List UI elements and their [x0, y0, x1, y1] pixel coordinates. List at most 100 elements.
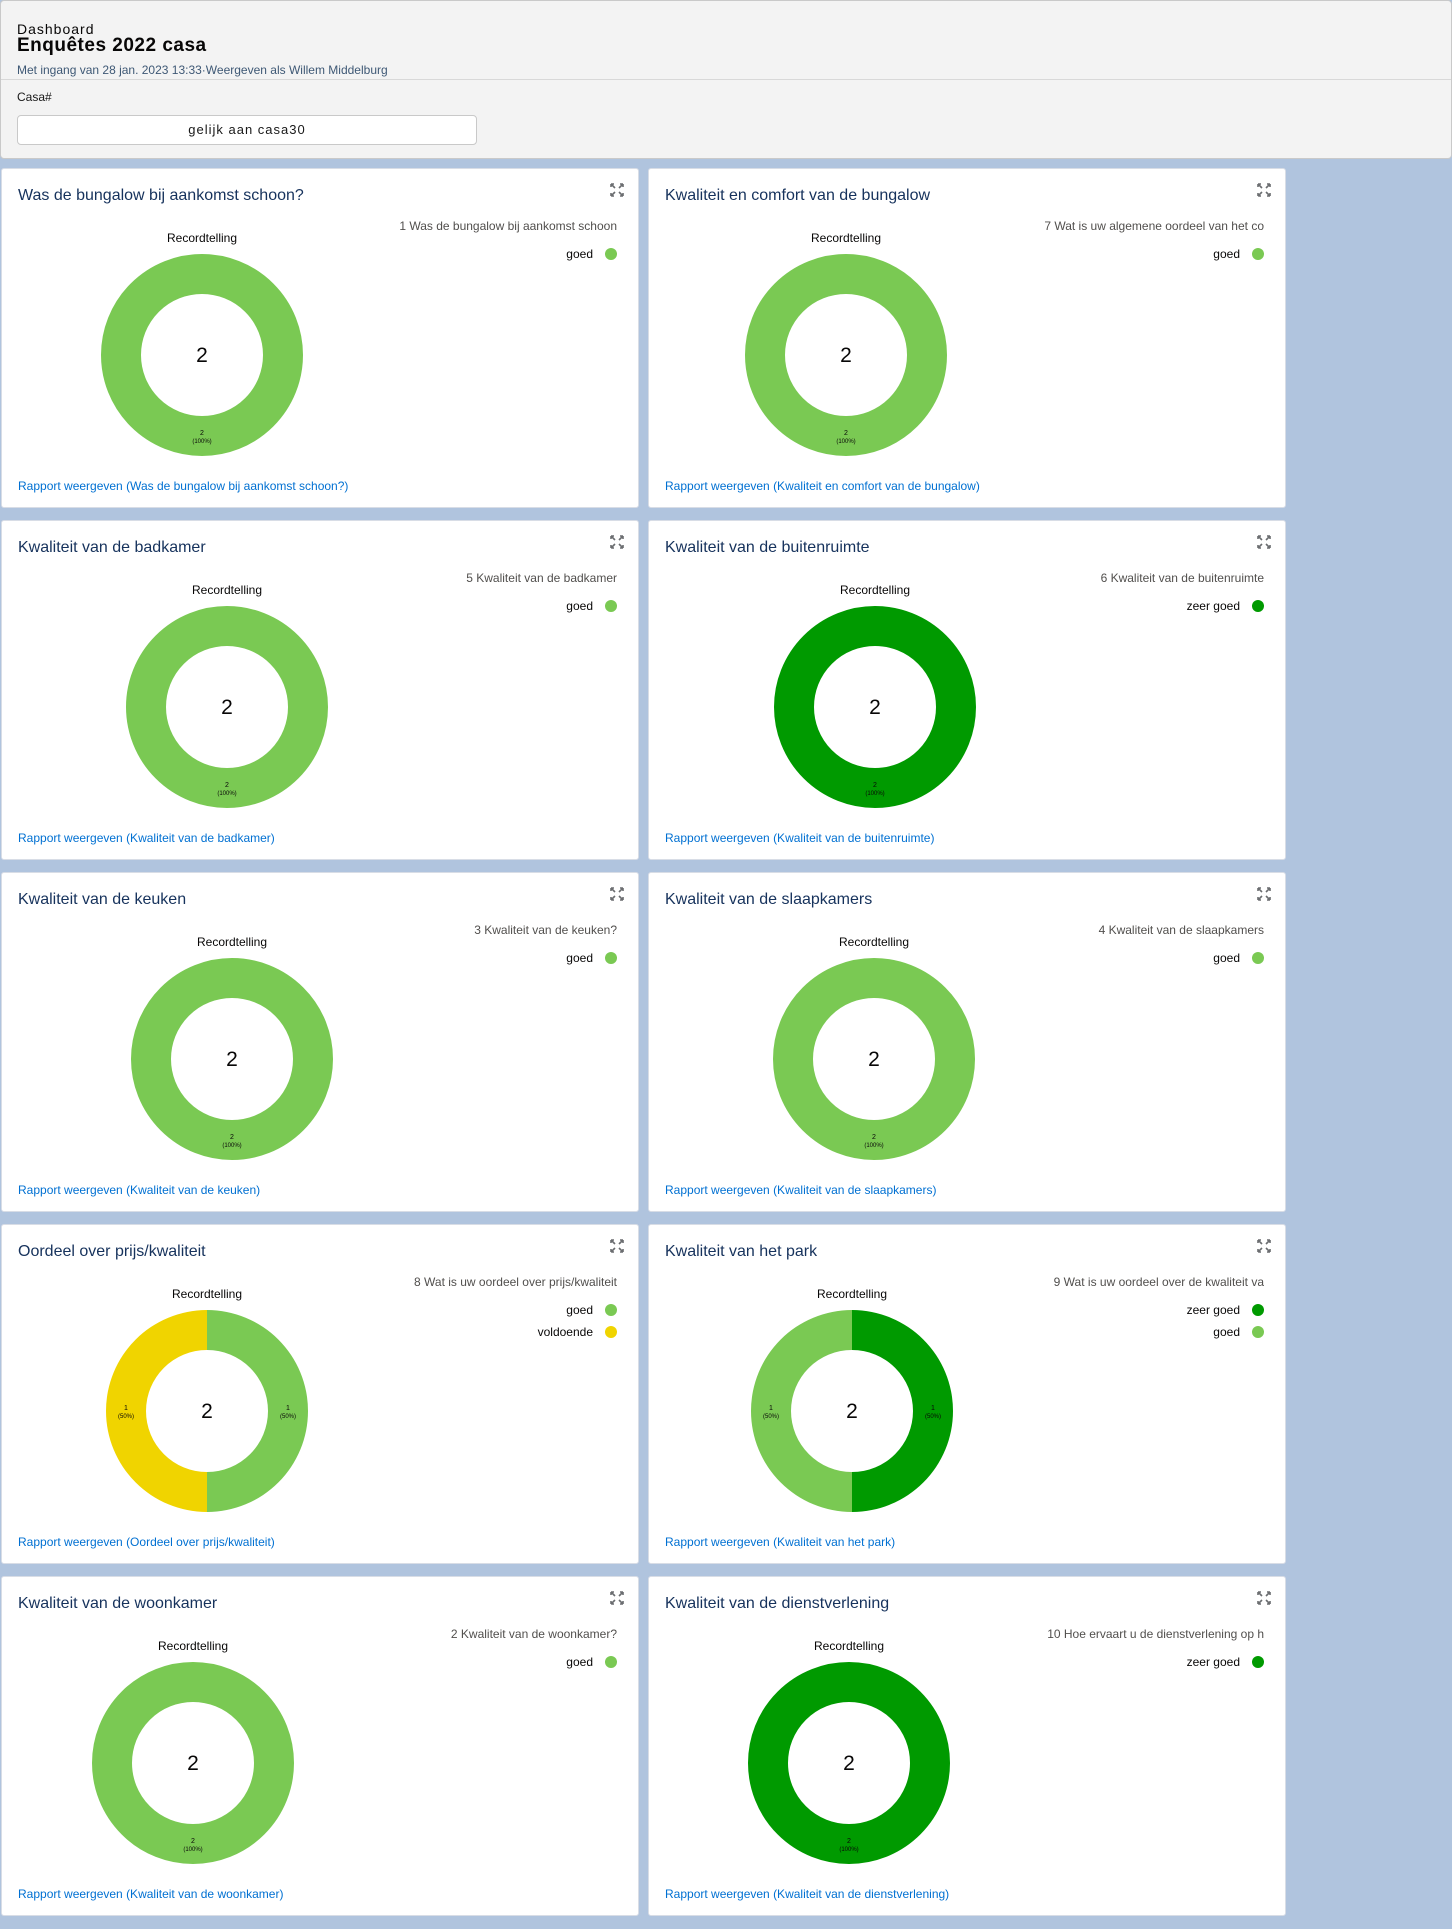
view-report-link[interactable]: Rapport weergeven (Kwaliteit en comfort … — [665, 479, 980, 493]
data-label-value: 2 — [200, 430, 204, 437]
donut-segment[interactable] — [751, 1310, 852, 1512]
card-title: Kwaliteit van de keuken — [18, 891, 187, 908]
legend-item[interactable]: goed — [538, 1299, 617, 1321]
data-label-value: 2 — [844, 430, 848, 437]
data-label-value: 1 — [769, 1405, 773, 1412]
donut-segment[interactable] — [745, 254, 947, 456]
view-report-link[interactable]: Rapport weergeven (Oordeel over prijs/kw… — [18, 1535, 275, 1549]
donut-segment[interactable] — [126, 606, 328, 808]
expand-icon[interactable] — [610, 1239, 624, 1253]
chart-heading: Recordtelling — [816, 1287, 888, 1301]
data-label-value: 2 — [225, 782, 229, 789]
legend-label: goed — [1213, 247, 1240, 261]
expand-icon[interactable] — [1257, 535, 1271, 549]
donut-chart: 2 (100%) 2 — [774, 606, 976, 808]
dashboard-card: Kwaliteit van de dienstverlening 10 Hoe e… — [648, 1576, 1286, 1916]
legend-swatch — [605, 1304, 617, 1316]
expand-icon[interactable] — [610, 1591, 624, 1605]
donut-segment[interactable] — [748, 1662, 950, 1864]
legend-label: goed — [1213, 1325, 1240, 1339]
view-report-link[interactable]: Rapport weergeven (Kwaliteit van de badk… — [18, 831, 275, 845]
donut-segment[interactable] — [852, 1310, 953, 1512]
view-report-link[interactable]: Rapport weergeven (Kwaliteit van de slaa… — [665, 1183, 937, 1197]
donut-segment[interactable] — [131, 958, 333, 1160]
data-label-value: 2 — [191, 1838, 195, 1845]
donut-total: 2 — [187, 1752, 199, 1775]
legend: zeer goed goed — [1187, 1299, 1264, 1343]
data-label-value: 1 — [931, 1405, 935, 1412]
legend-label: zeer goed — [1186, 599, 1240, 613]
view-report-link[interactable]: Rapport weergeven (Kwaliteit van de keuk… — [18, 1183, 261, 1197]
legend-swatch — [605, 248, 617, 260]
data-label-value: 1 — [286, 1405, 290, 1412]
legend-title: 2 Kwaliteit van de woonkamer? — [450, 1627, 617, 1641]
expand-icon[interactable] — [1257, 1591, 1271, 1605]
card-title: Kwaliteit van de woonkamer — [18, 1595, 218, 1612]
legend-item[interactable]: goed — [1213, 243, 1264, 265]
data-label-percent: (100%) — [192, 439, 211, 445]
legend-item[interactable]: voldoende — [538, 1321, 617, 1343]
expand-icon[interactable] — [1257, 183, 1271, 197]
data-label-percent: (100%) — [839, 1847, 858, 1853]
legend-item[interactable]: zeer goed — [1187, 595, 1264, 617]
donut-segment[interactable] — [92, 1662, 294, 1864]
chart-heading: Recordtelling — [839, 583, 911, 597]
donut-segment[interactable] — [106, 1310, 207, 1512]
legend-swatch — [605, 952, 617, 964]
legend-swatch — [1252, 1656, 1264, 1668]
view-report-link[interactable]: Rapport weergeven (Was de bungalow bij a… — [18, 479, 349, 493]
donut-segment[interactable] — [207, 1310, 308, 1512]
view-report-link[interactable]: Rapport weergeven (Kwaliteit van de dien… — [665, 1887, 950, 1901]
data-label-value: 1 — [124, 1405, 128, 1412]
legend-item[interactable]: zeer goed — [1187, 1299, 1264, 1321]
donut-chart: 2 (100%) 2 — [92, 1662, 294, 1864]
view-report-link[interactable]: Rapport weergeven (Kwaliteit van de woon… — [18, 1887, 284, 1901]
legend-item[interactable]: goed — [1187, 1321, 1264, 1343]
card-title: Kwaliteit van de slaapkamers — [665, 891, 873, 908]
dashboard-title: Enquêtes 2022 casa — [17, 35, 207, 56]
legend-item[interactable]: goed — [566, 947, 617, 969]
dashboard-card: Kwaliteit van de keuken 3 Kwaliteit van d… — [1, 872, 639, 1212]
view-report-link[interactable]: Rapport weergeven (Kwaliteit van het par… — [665, 1535, 896, 1549]
legend-item[interactable]: goed — [566, 243, 617, 265]
dashboard-card: Kwaliteit en comfort van de bungalow 7 Wa… — [648, 168, 1286, 508]
expand-icon[interactable] — [610, 183, 624, 197]
card-title: Oordeel over prijs/kwaliteit — [18, 1243, 206, 1260]
view-report-link[interactable]: Rapport weergeven (Kwaliteit van de buit… — [665, 831, 935, 845]
legend-swatch — [1252, 600, 1264, 612]
legend: goed voldoende — [538, 1299, 617, 1343]
legend-swatch — [1252, 248, 1264, 260]
filter-casa-button[interactable]: gelijk aan casa30 — [17, 115, 477, 145]
expand-icon[interactable] — [1257, 1239, 1271, 1253]
expand-icon[interactable] — [610, 887, 624, 901]
donut-segment[interactable] — [774, 606, 976, 808]
data-label-percent: (100%) — [222, 1143, 241, 1149]
legend-title: 1 Was de bungalow bij aankomst schoon — [399, 219, 617, 233]
legend: goed — [566, 243, 617, 265]
legend: goed — [566, 947, 617, 969]
dashboard-card: Kwaliteit van de woonkamer 2 Kwaliteit va… — [1, 1576, 639, 1916]
expand-icon[interactable] — [1257, 887, 1271, 901]
data-label-value: 2 — [872, 1134, 876, 1141]
legend-title: 6 Kwaliteit van de buitenruimte — [1100, 571, 1264, 585]
donut-segment[interactable] — [773, 958, 975, 1160]
legend-item[interactable]: goed — [1213, 947, 1264, 969]
card-title: Was de bungalow bij aankomst schoon? — [18, 187, 304, 204]
legend-swatch — [1252, 1326, 1264, 1338]
legend: goed — [566, 1651, 617, 1673]
donut-segment[interactable] — [101, 254, 303, 456]
chart-heading: Recordtelling — [157, 1639, 229, 1653]
dashboard-card: Kwaliteit van de slaapkamers 4 Kwaliteit … — [648, 872, 1286, 1212]
expand-icon[interactable] — [610, 535, 624, 549]
donut-chart: 2 (100%) 2 — [101, 254, 303, 456]
filter-label: Casa# — [17, 90, 52, 104]
legend-item[interactable]: zeer goed — [1187, 1651, 1264, 1673]
data-label-percent: (50%) — [925, 1414, 941, 1420]
legend-item[interactable]: goed — [566, 595, 617, 617]
donut-total: 2 — [840, 344, 852, 367]
legend-swatch — [605, 600, 617, 612]
dashboard-header: Dashboard Enquêtes 2022 casa Met ingang … — [0, 0, 1452, 159]
legend-title: 9 Wat is uw oordeel over de kwaliteit va — [1053, 1275, 1264, 1289]
legend-label: goed — [566, 599, 593, 613]
legend-item[interactable]: goed — [566, 1651, 617, 1673]
